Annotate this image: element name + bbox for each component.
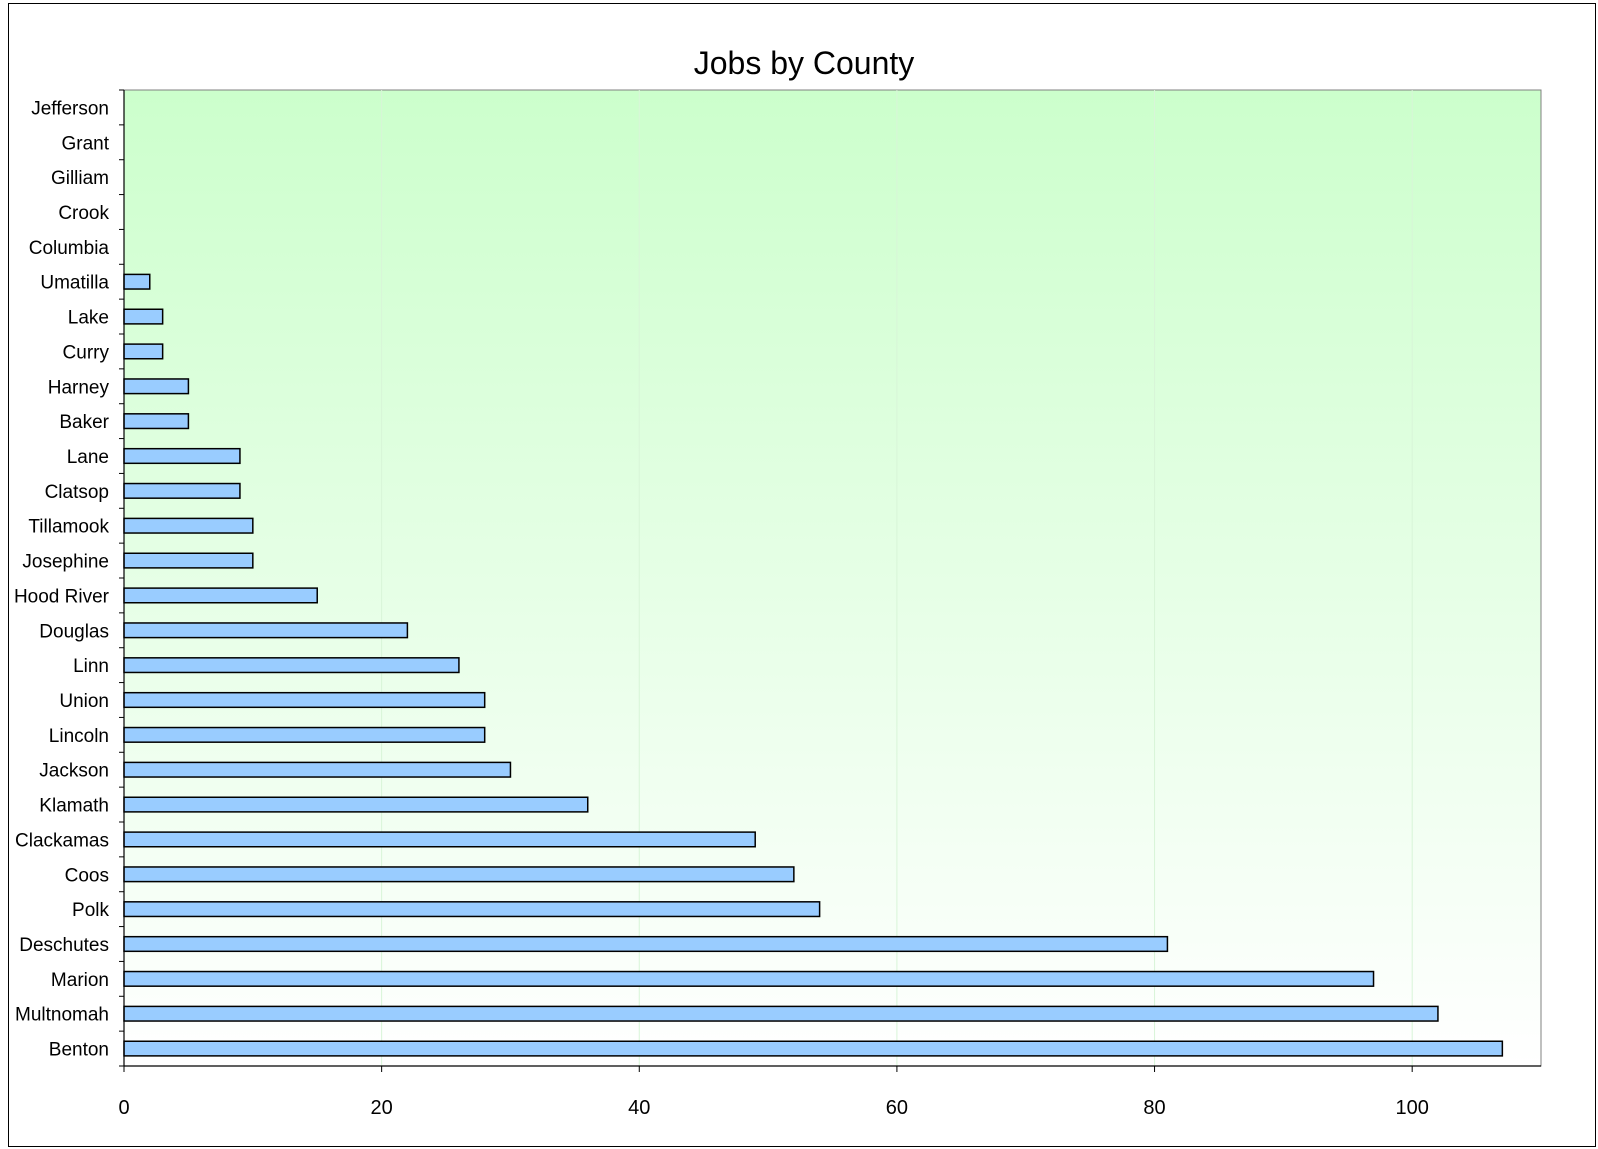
bar — [123, 901, 821, 918]
category-label: Jackson — [39, 761, 109, 782]
bar — [123, 343, 164, 360]
category-label: Baker — [59, 412, 109, 433]
bar — [123, 552, 254, 569]
category-label: Coos — [65, 865, 109, 886]
bar — [123, 935, 1169, 953]
bar — [123, 447, 241, 465]
bar — [123, 726, 486, 743]
x-tick-label: 60 — [886, 1097, 908, 1119]
category-label: Douglas — [39, 621, 109, 642]
category-label: Union — [59, 691, 109, 712]
bar — [123, 622, 409, 639]
bar — [123, 1005, 1439, 1022]
bar — [123, 308, 164, 325]
category-label: Tillamook — [28, 517, 109, 538]
category-label: Benton — [49, 1040, 109, 1061]
category-label: Clatsop — [45, 482, 109, 503]
category-label: Clackamas — [15, 830, 109, 851]
chart-frame: Jobs by County Jefferson Grant Gilliam Croo… — [8, 3, 1596, 1147]
bar — [123, 482, 241, 499]
bar — [123, 866, 795, 883]
category-label: Harney — [48, 377, 110, 398]
category-label: Crook — [58, 203, 109, 224]
x-tick-label: 100 — [1395, 1097, 1428, 1119]
category-label: Lane — [67, 447, 109, 468]
bar — [123, 413, 190, 430]
category-label: Josephine — [22, 552, 109, 573]
bar — [123, 587, 318, 604]
bar — [123, 970, 1375, 987]
bar — [123, 691, 486, 709]
bar — [123, 657, 460, 674]
bar — [123, 273, 151, 290]
category-label: Lake — [68, 308, 109, 329]
bar — [123, 378, 190, 395]
bar — [123, 517, 254, 534]
x-tick-label: 40 — [628, 1097, 650, 1119]
category-label: Polk — [72, 900, 109, 921]
category-label: Umatilla — [40, 273, 109, 294]
bar — [123, 796, 589, 813]
category-label: Multnomah — [15, 1005, 109, 1026]
bar — [123, 761, 512, 778]
category-label: Curry — [63, 342, 110, 363]
x-tick-label: 80 — [1143, 1097, 1165, 1119]
category-label: Grant — [61, 133, 109, 154]
bar — [123, 831, 756, 848]
bar — [123, 1040, 1504, 1057]
plot-area — [123, 89, 1542, 1067]
category-label: Deschutes — [19, 935, 109, 956]
bars — [123, 273, 1504, 1057]
x-tick-labels: 0 20 40 60 80 100 — [118, 1097, 1428, 1119]
category-label: Linn — [73, 656, 109, 677]
category-label: Columbia — [29, 238, 110, 259]
x-tick-label: 20 — [371, 1097, 393, 1119]
category-label: Hood River — [14, 586, 110, 607]
category-label: Lincoln — [49, 726, 109, 747]
axes — [119, 89, 1541, 1072]
category-label: Klamath — [39, 796, 109, 817]
bar-chart: Jobs by County Jefferson Grant Gilliam Croo… — [14, 45, 1542, 1119]
category-label: Jefferson — [31, 98, 109, 119]
chart-title: Jobs by County — [694, 45, 915, 81]
category-labels: Jefferson Grant Gilliam Crook Columbia Umatil… — [14, 98, 110, 1060]
x-tick-label: 0 — [118, 1097, 129, 1119]
category-label: Gilliam — [51, 168, 109, 189]
category-label: Marion — [51, 970, 109, 991]
